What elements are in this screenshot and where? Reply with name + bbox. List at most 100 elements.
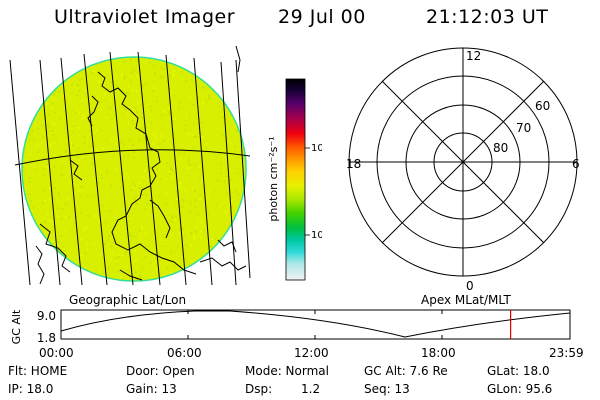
image-speckle (82, 58, 84, 61)
colorbar-tick-10: 10 (311, 230, 322, 241)
image-speckle (105, 171, 108, 174)
image-speckle (76, 267, 79, 270)
image-speckle (46, 84, 49, 87)
image-speckle (185, 245, 188, 247)
mlat-label-70: 70 (516, 121, 531, 135)
image-speckle (120, 77, 123, 79)
image-speckle (190, 260, 193, 262)
image-speckle (100, 254, 103, 257)
image-speckle (28, 193, 31, 196)
image-speckle (50, 220, 53, 223)
image-speckle (45, 60, 48, 63)
image-speckle (30, 64, 33, 67)
image-speckle (144, 83, 147, 86)
image-speckle (107, 234, 110, 237)
image-speckle (141, 226, 144, 229)
image-speckle (170, 220, 173, 223)
image-speckle (185, 80, 188, 83)
image-speckle (110, 184, 113, 187)
sequence-number: Seq: 13 (364, 382, 410, 396)
image-speckle (184, 124, 187, 127)
image-speckle (119, 186, 122, 189)
image-speckle (152, 90, 155, 93)
image-speckle (46, 213, 49, 216)
image-speckle (96, 148, 99, 151)
image-speckle (242, 156, 245, 159)
image-speckle (203, 69, 206, 72)
image-speckle (68, 215, 71, 218)
image-speckle (123, 155, 125, 158)
image-speckle (202, 101, 205, 104)
image-speckle (62, 58, 65, 60)
image-speckle (195, 135, 198, 138)
image-speckle (138, 139, 140, 142)
image-speckle (161, 244, 164, 247)
image-speckle (216, 252, 219, 255)
image-speckle (188, 159, 191, 162)
image-speckle (110, 81, 113, 84)
image-speckle (101, 147, 104, 150)
image-speckle (143, 132, 145, 135)
image-speckle (206, 277, 209, 280)
image-speckle (193, 238, 196, 241)
time-tick-0000: 00:00 (39, 346, 74, 360)
image-speckle (131, 235, 134, 238)
image-speckle (246, 90, 248, 92)
image-speckle (80, 254, 83, 257)
image-speckle (145, 193, 148, 196)
image-speckle (23, 150, 26, 153)
time-tick-1800: 18:00 (421, 346, 456, 360)
image-speckle (242, 116, 245, 119)
image-speckle (171, 216, 174, 219)
image-speckle (165, 192, 167, 195)
image-speckle (169, 172, 171, 175)
image-speckle (187, 167, 189, 170)
image-speckle (227, 78, 230, 81)
image-speckle (200, 230, 203, 232)
image-speckle (176, 245, 179, 248)
image-speckle (131, 122, 134, 125)
image-speckle (225, 191, 228, 194)
image-speckle (164, 203, 167, 206)
image-speckle (65, 149, 68, 152)
image-speckle (192, 147, 195, 150)
image-speckle (54, 187, 57, 190)
image-speckle (83, 136, 86, 138)
image-speckle (72, 183, 75, 186)
image-speckle (195, 101, 198, 104)
door-status: Door: Open (126, 364, 195, 378)
image-speckle (149, 105, 152, 108)
image-speckle (194, 226, 197, 229)
image-speckle (64, 127, 67, 130)
image-speckle (180, 276, 183, 279)
image-speckle (200, 236, 203, 239)
image-speckle (178, 232, 180, 235)
image-speckle (179, 182, 181, 185)
image-speckle (121, 254, 124, 257)
image-speckle (173, 70, 175, 73)
image-speckle (140, 229, 143, 232)
image-speckle (140, 116, 143, 119)
image-speckle (55, 98, 58, 101)
image-speckle (98, 80, 101, 83)
image-speckle (106, 238, 109, 241)
image-speckle (246, 60, 248, 62)
image-speckle (201, 69, 204, 72)
image-speckle (236, 172, 239, 175)
image-speckle (26, 277, 29, 280)
image-speckle (148, 61, 151, 64)
image-speckle (117, 256, 120, 259)
image-speckle (109, 259, 112, 261)
image-speckle (228, 94, 231, 97)
image-speckle (173, 265, 176, 268)
image-speckle (119, 179, 122, 182)
image-speckle (49, 144, 52, 147)
image-speckle (51, 123, 54, 126)
image-speckle (127, 122, 130, 125)
image-speckle (214, 237, 217, 240)
image-speckle (33, 254, 36, 257)
image-speckle (126, 91, 129, 94)
image-speckle (37, 127, 39, 130)
image-speckle (204, 100, 207, 103)
image-speckle (82, 115, 85, 117)
